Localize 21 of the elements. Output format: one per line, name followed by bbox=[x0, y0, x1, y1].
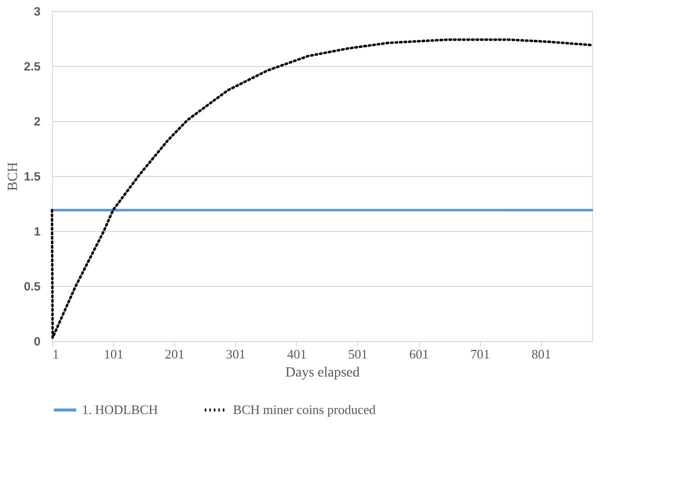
x-tick-label: 301 bbox=[226, 346, 246, 362]
y-tick-label: 3 bbox=[34, 4, 41, 18]
y-tick-label: 1.5 bbox=[24, 170, 41, 184]
x-tick-label: 501 bbox=[348, 346, 368, 362]
legend-label: 1. HODLBCH bbox=[82, 402, 158, 417]
y-axis-title: BCH bbox=[6, 162, 21, 191]
y-tick-label: 0 bbox=[34, 334, 41, 348]
x-tick-label: 801 bbox=[531, 346, 551, 362]
x-tick-label: 1 bbox=[52, 346, 59, 362]
y-tick-label: 0.5 bbox=[24, 280, 41, 294]
x-tick-label: 701 bbox=[470, 346, 490, 362]
x-tick-label: 601 bbox=[409, 346, 429, 362]
x-tick-label: 101 bbox=[104, 346, 124, 362]
y-tick-label: 2.5 bbox=[24, 60, 41, 74]
line-series bbox=[50, 38, 594, 339]
y-tick-label: 2 bbox=[34, 114, 41, 128]
x-tick-label: 201 bbox=[164, 346, 184, 362]
legend-label: BCH miner coins produced bbox=[233, 402, 376, 417]
x-axis-title: Days elapsed bbox=[285, 366, 360, 380]
y-tick-label: 1 bbox=[34, 224, 41, 238]
x-tick-label: 401 bbox=[287, 346, 307, 362]
